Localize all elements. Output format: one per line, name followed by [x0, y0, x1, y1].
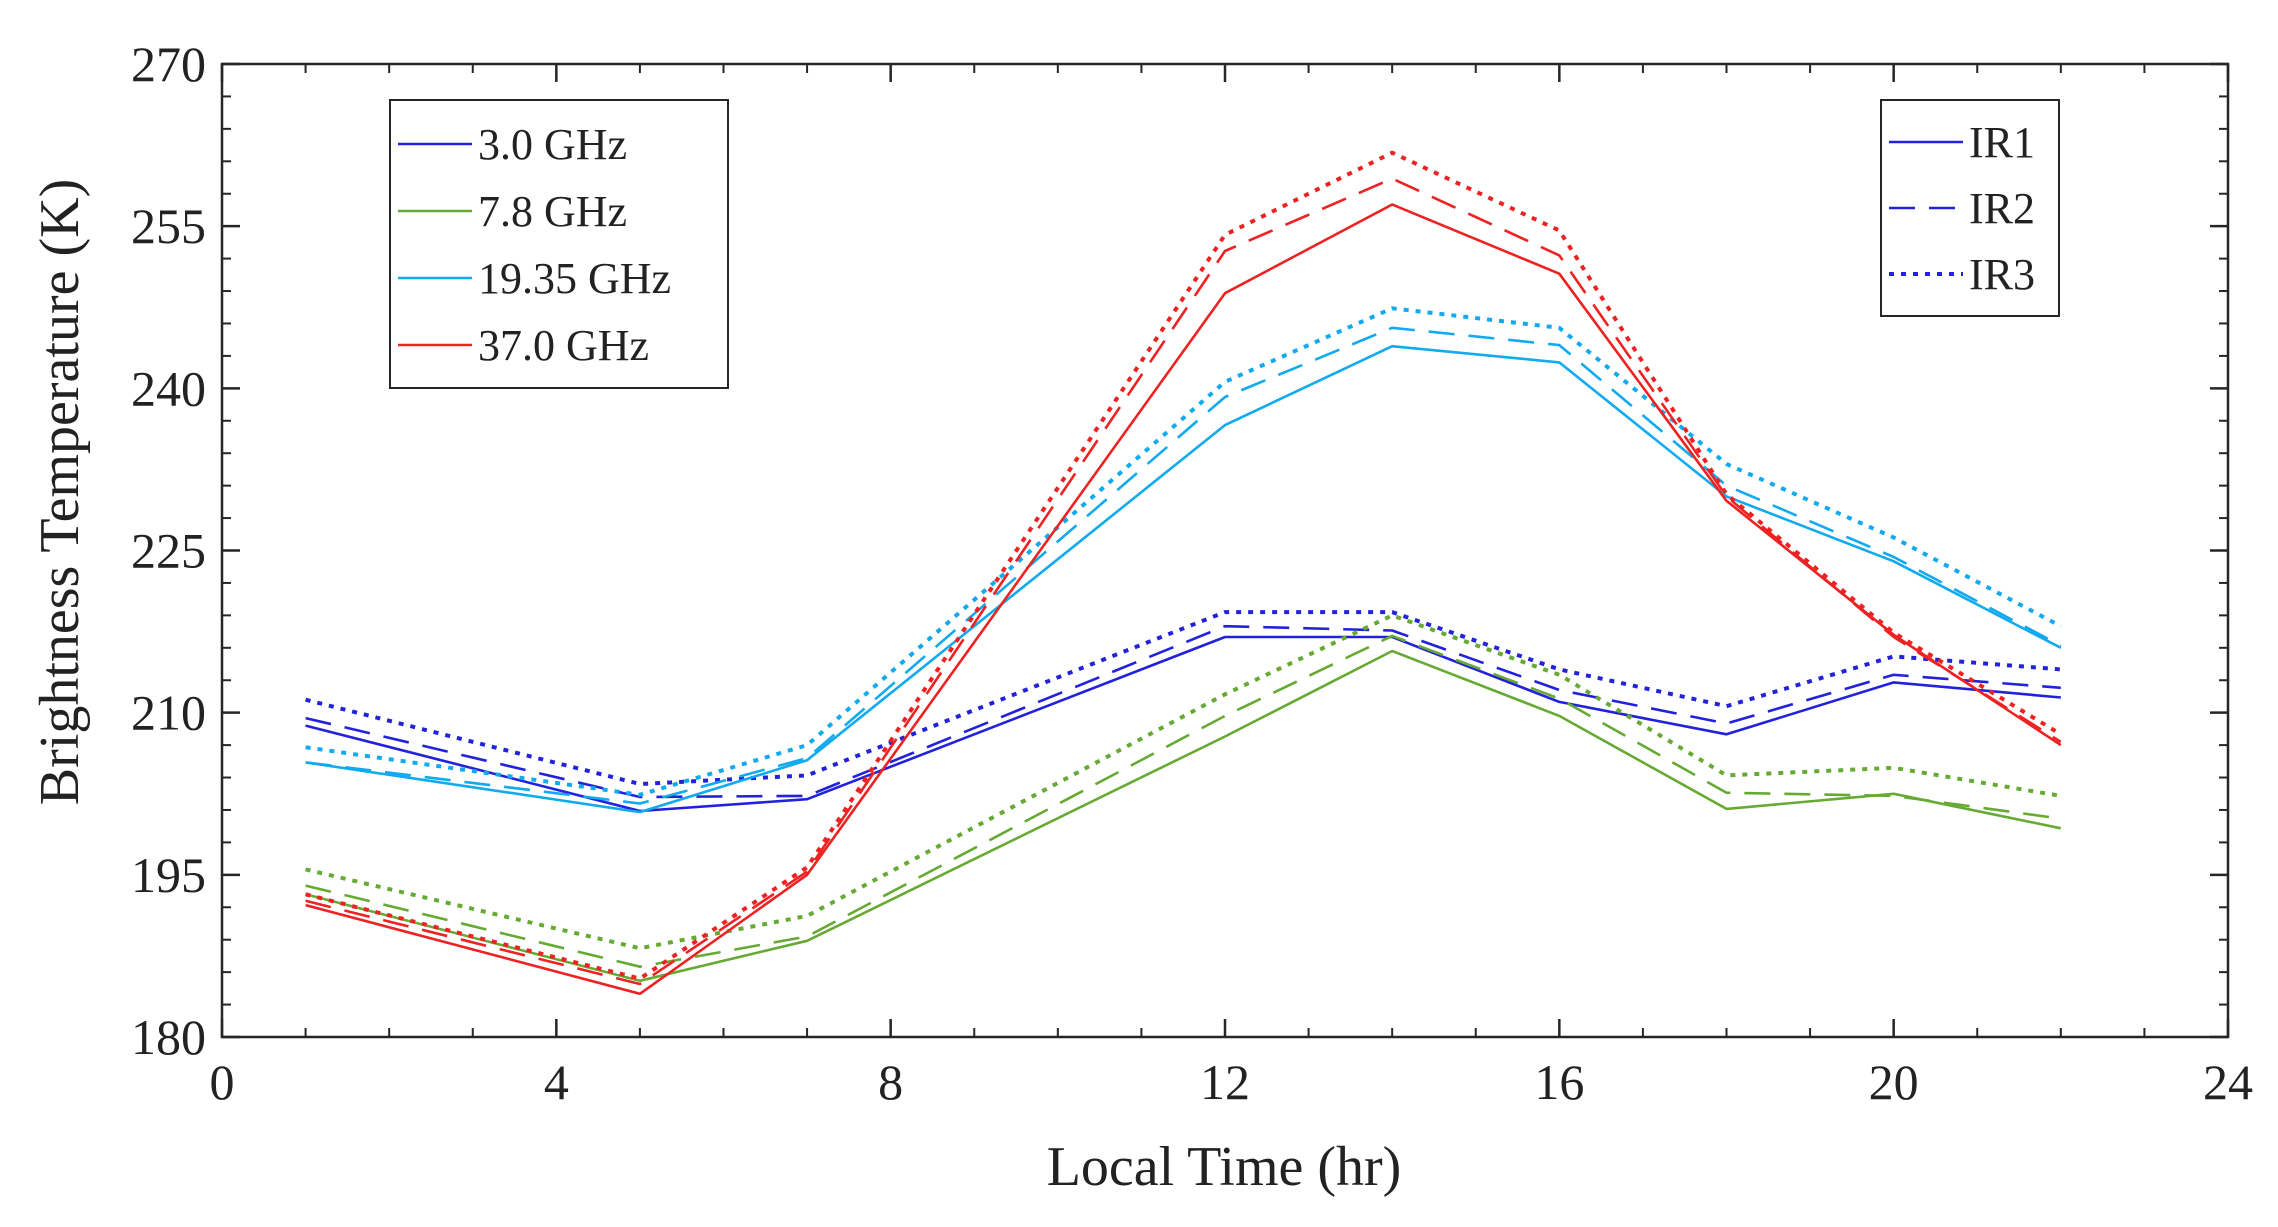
y-tick-label: 210	[131, 685, 206, 741]
frequency-legend-label: 3.0 GHz	[478, 120, 627, 169]
y-tick-label: 225	[131, 523, 206, 579]
x-tick-label: 0	[210, 1054, 235, 1110]
series-line-19-35-ghz-ir3	[305, 306, 2062, 797]
y-tick-label: 270	[131, 36, 206, 92]
series-line-37-0-ghz-ir2	[305, 177, 2062, 986]
frequency-legend-label: 19.35 GHz	[478, 254, 671, 303]
x-tick-label: 20	[1869, 1054, 1919, 1110]
frequency-legend-label: 7.8 GHz	[478, 187, 627, 236]
series-line-3-0-ghz-ir3	[305, 610, 2061, 786]
x-tick-label: 24	[2203, 1054, 2253, 1110]
style-legend-label: IR1	[1969, 118, 2035, 167]
series-line-19-35-ghz-ir2	[305, 326, 2062, 805]
series-line-3-0-ghz-ir2	[305, 624, 2061, 799]
y-tick-label: 195	[131, 847, 206, 903]
frequency-legend-box	[389, 99, 729, 389]
x-tick-label: 8	[878, 1054, 903, 1110]
frequency-legend: 3.0 GHz 7.8 GHz 19.35 GHz 37.0 GHz	[389, 99, 729, 389]
y-tick-label: 255	[131, 198, 206, 254]
series-line-19-35-ghz-ir1	[305, 344, 2062, 814]
x-axis-title: Local Time (hr)	[1047, 1136, 1402, 1198]
style-legend-label: IR3	[1969, 250, 2035, 299]
x-tick-label: 12	[1200, 1054, 1250, 1110]
y-tick-label: 180	[131, 1009, 206, 1065]
x-tick-label: 4	[544, 1054, 569, 1110]
y-axis-title: Brightness Temperature (K)	[29, 179, 91, 805]
series-line-7-8-ghz-ir2	[305, 634, 2061, 969]
frequency-legend-label: 37.0 GHz	[478, 321, 649, 370]
series-layer	[305, 150, 2062, 996]
series-line-7-8-ghz-ir3	[305, 613, 2062, 951]
series-line-37-0-ghz-ir3	[305, 150, 2062, 981]
axes-layer: 0 4 8 12 16 20 24 180 195 210 225 240 255 270	[131, 36, 2253, 1110]
series-line-7-8-ghz-ir1	[305, 649, 2062, 983]
style-legend: IR1 IR2 IR3	[1880, 99, 2060, 317]
style-legend-label: IR2	[1969, 184, 2035, 233]
y-tick-label: 240	[131, 360, 206, 416]
x-tick-label: 16	[1534, 1054, 1584, 1110]
